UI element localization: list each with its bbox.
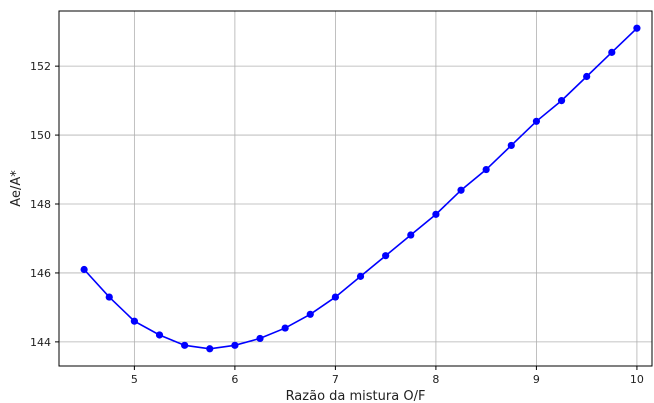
x-axis-label: Razão da mistura O/F bbox=[286, 389, 426, 403]
data-point bbox=[557, 97, 566, 105]
data-point bbox=[407, 231, 415, 239]
y-tick-label: 148 bbox=[30, 198, 51, 211]
data-point bbox=[356, 272, 365, 280]
y-tick-label: 152 bbox=[30, 60, 51, 73]
data-point bbox=[206, 345, 214, 353]
data-point bbox=[382, 252, 390, 260]
grid-lines bbox=[59, 11, 652, 366]
data-point bbox=[80, 265, 88, 274]
y-tick-label: 146 bbox=[30, 267, 51, 280]
data-point bbox=[432, 210, 440, 218]
y-tick-label: 144 bbox=[30, 336, 51, 349]
x-tick-label: 5 bbox=[131, 373, 138, 386]
data-point bbox=[256, 334, 264, 343]
data-point bbox=[633, 24, 641, 32]
data-point bbox=[155, 331, 164, 339]
x-tick-label: 9 bbox=[533, 373, 540, 386]
y-axis-label: Ae/A* bbox=[9, 170, 24, 207]
data-point bbox=[306, 310, 314, 318]
data-point bbox=[482, 165, 490, 174]
x-tick-label: 7 bbox=[332, 373, 339, 386]
data-point bbox=[331, 293, 339, 301]
y-tick-label: 150 bbox=[30, 129, 51, 142]
data-point bbox=[281, 324, 289, 332]
data-point bbox=[181, 341, 189, 349]
x-tick-label: 6 bbox=[231, 373, 238, 386]
data-point bbox=[608, 48, 616, 56]
data-point bbox=[231, 341, 239, 349]
data-point bbox=[583, 72, 591, 81]
data-point bbox=[507, 141, 515, 150]
data-series bbox=[80, 24, 641, 353]
series-line bbox=[83, 27, 638, 350]
data-point bbox=[105, 293, 113, 301]
data-point bbox=[532, 117, 541, 125]
plot-frame bbox=[58, 10, 653, 367]
x-tick-label: 10 bbox=[630, 373, 644, 386]
x-tick-label: 8 bbox=[432, 373, 439, 386]
data-point bbox=[130, 317, 138, 325]
data-point bbox=[457, 186, 465, 194]
axis-ticks: 5 6 7 8 9 10 144 146 148 150 152 bbox=[30, 60, 644, 386]
